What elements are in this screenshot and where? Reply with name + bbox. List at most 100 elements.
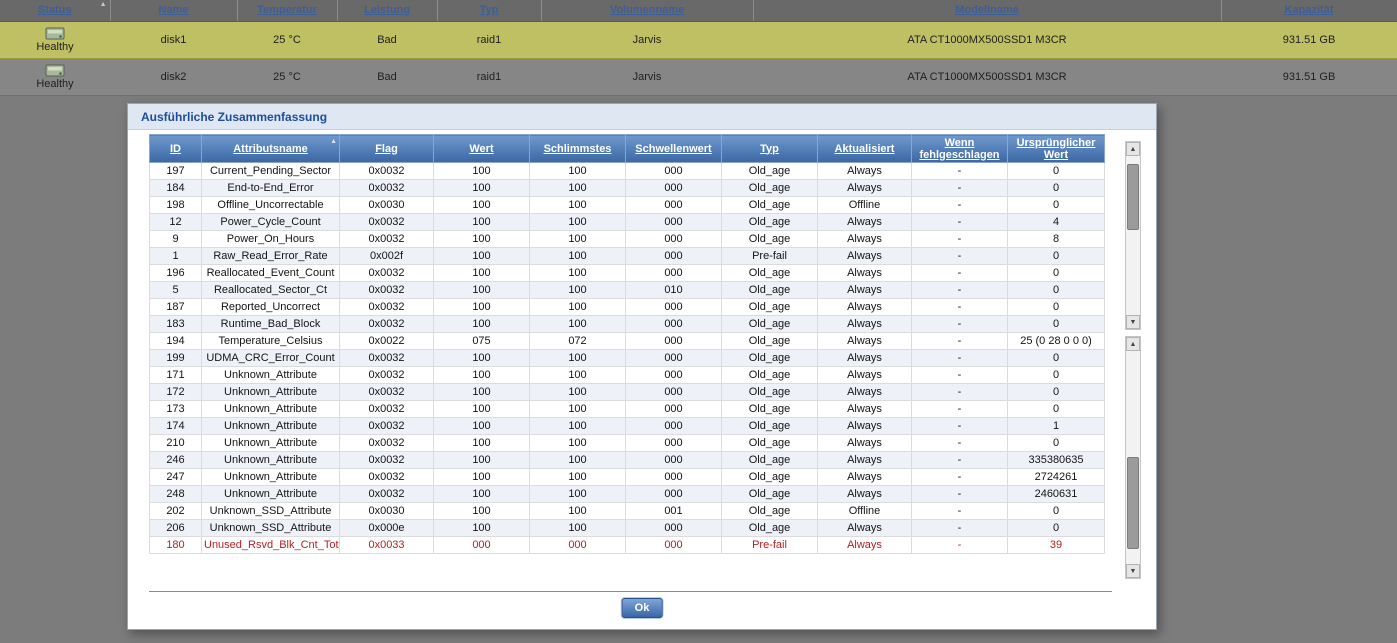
smart-attribute-cell: Old_age [721, 332, 818, 350]
smart-attribute-cell: - [911, 417, 1008, 435]
smart-attribute-cell: Reallocated_Event_Count [201, 264, 340, 282]
column-header-status[interactable]: Status ▲ [0, 0, 111, 22]
scrollbar-lower[interactable]: ▲ ▼ [1125, 336, 1141, 579]
smart-attribute-cell: Always [817, 179, 912, 197]
smart-attribute-cell: 39 [1007, 536, 1105, 554]
smart-attribute-cell: 173 [149, 400, 202, 418]
column-header-volumenname[interactable]: Volumenname [541, 0, 754, 22]
smart-attribute-cell: 100 [529, 179, 626, 197]
ok-button[interactable]: Ok [621, 598, 663, 618]
scroll-down-icon[interactable]: ▼ [1126, 564, 1140, 578]
smart-attribute-cell: 100 [529, 366, 626, 384]
smart-col-attributsname[interactable]: Attributsname ▲ [201, 134, 340, 163]
smart-attribute-cell: 0x0030 [339, 502, 434, 520]
smart-attribute-cell: 180 [149, 536, 202, 554]
smart-col-wenn-fehlgeschlagen[interactable]: Wenn fehlgeschlagen [911, 134, 1008, 163]
smart-attribute-cell: 100 [529, 247, 626, 265]
column-header-name[interactable]: Name [110, 0, 238, 22]
smart-attribute-cell: 000 [625, 298, 722, 316]
smart-attribute-cell: 100 [433, 162, 530, 180]
scrollbar-upper[interactable]: ▲ ▼ [1125, 141, 1141, 330]
smart-attribute-cell: Always [817, 213, 912, 231]
column-header-typ[interactable]: Typ [437, 0, 542, 22]
smart-attribute-cell: Old_age [721, 502, 818, 520]
smart-attribute-cell: Power_Cycle_Count [201, 213, 340, 231]
smart-attribute-cell: Temperature_Celsius [201, 332, 340, 350]
disk-name: disk2 [110, 58, 237, 96]
smart-col-flag[interactable]: Flag [339, 134, 434, 163]
scroll-up-icon[interactable]: ▲ [1126, 337, 1140, 351]
smart-attribute-cell: Raw_Read_Error_Rate [201, 247, 340, 265]
smart-attribute-cell: Unknown_Attribute [201, 400, 340, 418]
smart-attribute-cell: 100 [433, 434, 530, 452]
smart-attribute-row: 180 Unused_Rsvd_Blk_Cnt_Tot 0x0033 000 000 00… [149, 536, 1105, 554]
smart-col-schlimmstes[interactable]: Schlimmstes [529, 134, 626, 163]
disk-row-disk2[interactable]: Healthy disk2 25 °C Bad raid1 Jarvis ATA… [0, 58, 1397, 96]
smart-attribute-cell: Old_age [721, 349, 818, 367]
smart-attribute-cell: 0x0032 [339, 162, 434, 180]
smart-attribute-cell: 100 [529, 264, 626, 282]
smart-attribute-cell: 100 [529, 434, 626, 452]
smart-attribute-cell: 0x0030 [339, 196, 434, 214]
smart-attribute-cell: 100 [433, 315, 530, 333]
smart-attribute-cell: - [911, 434, 1008, 452]
healthy-disk-icon [45, 64, 65, 77]
scroll-down-icon[interactable]: ▼ [1126, 315, 1140, 329]
smart-attribute-cell: 072 [529, 332, 626, 350]
smart-col-id[interactable]: ID [149, 134, 202, 163]
disk-row-disk1[interactable]: Healthy disk1 25 °C Bad raid1 Jarvis ATA… [0, 21, 1397, 59]
smart-attribute-cell: - [911, 230, 1008, 248]
smart-attribute-cell: 010 [625, 281, 722, 299]
smart-attribute-cell: Unknown_SSD_Attribute [201, 519, 340, 537]
smart-attribute-cell: 100 [529, 383, 626, 401]
column-header-temperatur[interactable]: Temperatur [237, 0, 338, 22]
smart-attribute-cell: Always [817, 519, 912, 537]
smart-attribute-cell: 206 [149, 519, 202, 537]
smart-attribute-cell: 2724261 [1007, 468, 1105, 486]
smart-attribute-row: 12 Power_Cycle_Count 0x0032 100 100 000 Old_ag… [149, 213, 1105, 231]
smart-attribute-cell: 0 [1007, 366, 1105, 384]
smart-attribute-row: 248 Unknown_Attribute 0x0032 100 100 000 Old_a… [149, 485, 1105, 503]
smart-attribute-cell: - [911, 536, 1008, 554]
smart-attribute-cell: 0x0033 [339, 536, 434, 554]
column-header-modellname[interactable]: Modellname [753, 0, 1222, 22]
smart-attribute-cell: 100 [529, 502, 626, 520]
smart-attribute-cell: - [911, 264, 1008, 282]
scroll-up-icon[interactable]: ▲ [1126, 142, 1140, 156]
smart-col-schwellenwert[interactable]: Schwellenwert [625, 134, 722, 163]
scrollbar-thumb[interactable] [1127, 164, 1139, 230]
smart-attribute-cell: 0 [1007, 519, 1105, 537]
smart-attribute-cell: 210 [149, 434, 202, 452]
column-header-leistung[interactable]: Leistung [337, 0, 438, 22]
smart-attribute-row: 202 Unknown_SSD_Attribute 0x0030 100 100 001 O… [149, 502, 1105, 520]
smart-attribute-cell: Always [817, 451, 912, 469]
smart-col-typ[interactable]: Typ [721, 134, 818, 163]
smart-attribute-cell: 187 [149, 298, 202, 316]
smart-attribute-cell: Unknown_SSD_Attribute [201, 502, 340, 520]
smart-attribute-row: 247 Unknown_Attribute 0x0032 100 100 000 Old_a… [149, 468, 1105, 486]
disk-status: Healthy [0, 27, 110, 53]
smart-attribute-cell: 000 [625, 451, 722, 469]
column-header-kapazitaet[interactable]: Kapazität [1221, 0, 1397, 22]
smart-attribute-cell: - [911, 332, 1008, 350]
disk-status-label: Healthy [36, 77, 74, 90]
scrollbar-thumb[interactable] [1127, 457, 1139, 549]
smart-attribute-cell: - [911, 468, 1008, 486]
smart-col-wert[interactable]: Wert [433, 134, 530, 163]
smart-attribute-cell: 0 [1007, 162, 1105, 180]
column-header-status-label: Status [37, 4, 72, 17]
smart-col-urspruenglicher-wert[interactable]: Ursprünglicher Wert [1007, 134, 1105, 163]
smart-attribute-cell: 000 [625, 213, 722, 231]
smart-attribute-cell: 100 [433, 349, 530, 367]
smart-attribute-cell: 2460631 [1007, 485, 1105, 503]
smart-attribute-cell: 197 [149, 162, 202, 180]
smart-attribute-cell: 0 [1007, 264, 1105, 282]
smart-attribute-cell: 1 [149, 247, 202, 265]
smart-attribute-cell: Current_Pending_Sector [201, 162, 340, 180]
smart-col-aktualisiert[interactable]: Aktualisiert [817, 134, 912, 163]
smart-attribute-cell: 100 [433, 298, 530, 316]
smart-attribute-row: 187 Reported_Uncorrect 0x0032 100 100 000 Old_… [149, 298, 1105, 316]
smart-attribute-cell: 100 [433, 366, 530, 384]
smart-attribute-cell: 196 [149, 264, 202, 282]
disk-temperature: 25 °C [237, 58, 337, 96]
